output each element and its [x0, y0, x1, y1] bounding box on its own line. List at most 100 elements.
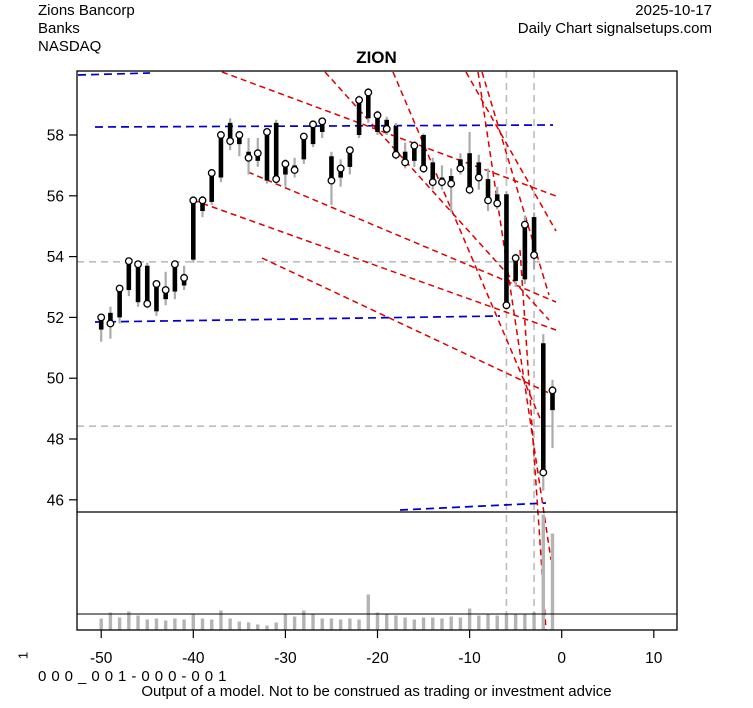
plot-frame — [76, 70, 678, 631]
close-marker — [253, 149, 262, 158]
x-tick-label: -30 — [274, 650, 297, 667]
red-trendline — [192, 199, 557, 331]
close-marker — [161, 286, 170, 294]
close-marker — [502, 301, 511, 310]
close-marker — [355, 96, 364, 104]
volume-bar — [265, 625, 269, 630]
volume-bar — [292, 616, 297, 630]
close-marker — [364, 88, 373, 97]
close-markers — [97, 88, 557, 477]
sector-label: Banks — [38, 20, 80, 37]
blue-level-line — [94, 315, 501, 323]
volume-bar — [532, 612, 536, 630]
page-title: ZION — [356, 48, 397, 67]
volume-bar — [108, 612, 113, 630]
volume-bar — [173, 618, 177, 630]
close-marker — [447, 179, 456, 188]
close-marker — [189, 196, 198, 205]
y-tick-label: 56 — [47, 188, 64, 205]
volume-bar — [550, 533, 555, 630]
volume-bar — [237, 621, 242, 630]
close-marker — [373, 111, 382, 120]
x-tick-label: -50 — [90, 650, 113, 667]
close-marker — [456, 164, 465, 173]
y-tick-label: 54 — [47, 249, 65, 266]
volume-bar — [182, 619, 186, 630]
blue-dashed-levels — [77, 72, 554, 511]
x-tick-label: -40 — [182, 650, 205, 667]
volume-bar — [127, 611, 131, 630]
red-trendlines — [192, 71, 557, 631]
close-marker — [345, 146, 354, 155]
close-marker — [244, 153, 253, 162]
volume-bar — [163, 620, 168, 630]
close-marker — [410, 141, 419, 150]
volume-bar — [348, 618, 352, 630]
close-marker — [281, 159, 290, 168]
close-marker — [493, 199, 502, 208]
volume-bar — [541, 514, 545, 630]
close-marker — [382, 124, 391, 133]
close-marker — [299, 132, 308, 141]
price-bar-bodies — [98, 92, 555, 473]
close-marker — [124, 257, 133, 266]
red-trendline — [261, 257, 554, 396]
red-trendline — [465, 71, 557, 232]
close-marker — [484, 196, 492, 205]
close-marker — [465, 185, 474, 194]
company-name: Zions Bancorp — [38, 2, 135, 19]
blue-level-line — [77, 72, 151, 76]
volume-bar — [302, 610, 306, 630]
close-marker — [207, 169, 216, 177]
y-axis: 46 48 50 52 54 56 58 — [47, 128, 77, 509]
volume-bar — [477, 615, 481, 630]
volume-bar — [311, 613, 315, 630]
y-tick-label: 48 — [47, 432, 64, 449]
volume-bar — [357, 619, 361, 630]
disclaimer-text: Output of a model. Not to be construed a… — [141, 683, 612, 700]
close-marker — [474, 173, 483, 182]
volume-bar — [256, 624, 260, 630]
volume-bar — [200, 618, 205, 630]
exchange-label: NASDAQ — [38, 38, 102, 55]
volume-bar — [458, 617, 463, 630]
volume-bar — [154, 618, 159, 630]
volume-bar — [513, 614, 518, 630]
red-trendline — [477, 71, 552, 561]
close-marker — [263, 128, 271, 136]
close-marker — [318, 117, 327, 126]
close-marker — [152, 280, 161, 288]
volume-bar — [99, 618, 103, 630]
close-marker — [520, 220, 529, 229]
close-marker — [115, 284, 124, 293]
frame-rect — [76, 70, 678, 631]
volume-bar — [210, 619, 214, 630]
x-tick-label: 10 — [645, 650, 663, 667]
close-marker — [539, 468, 548, 477]
close-marker — [511, 254, 520, 263]
y-tick-label: 58 — [47, 128, 64, 145]
close-marker — [170, 260, 179, 269]
volume-bar — [375, 612, 380, 630]
volume-bar — [228, 618, 232, 630]
volume-bar — [274, 622, 278, 630]
volume-bar — [449, 616, 453, 630]
x-tick-label: 0 — [557, 650, 566, 667]
volume-bar — [486, 614, 490, 630]
close-marker — [391, 150, 400, 159]
volume-bar — [366, 594, 370, 630]
volume-bar — [504, 613, 509, 630]
signal-code: 000_001-000-001 — [38, 668, 232, 685]
x-tick-label: -20 — [366, 650, 389, 667]
volume-bar — [145, 619, 149, 630]
volume-bar — [283, 614, 288, 630]
x-axis: -50 -40 -30 -20 -10 0 10 — [90, 630, 663, 667]
volume-bar — [403, 617, 407, 630]
chart-date: 2025-10-17 — [635, 2, 712, 19]
volume-bar — [320, 618, 324, 630]
chart-source-label: Daily Chart signalsetups.com — [517, 20, 712, 37]
close-marker — [428, 178, 437, 187]
close-marker — [198, 196, 207, 205]
